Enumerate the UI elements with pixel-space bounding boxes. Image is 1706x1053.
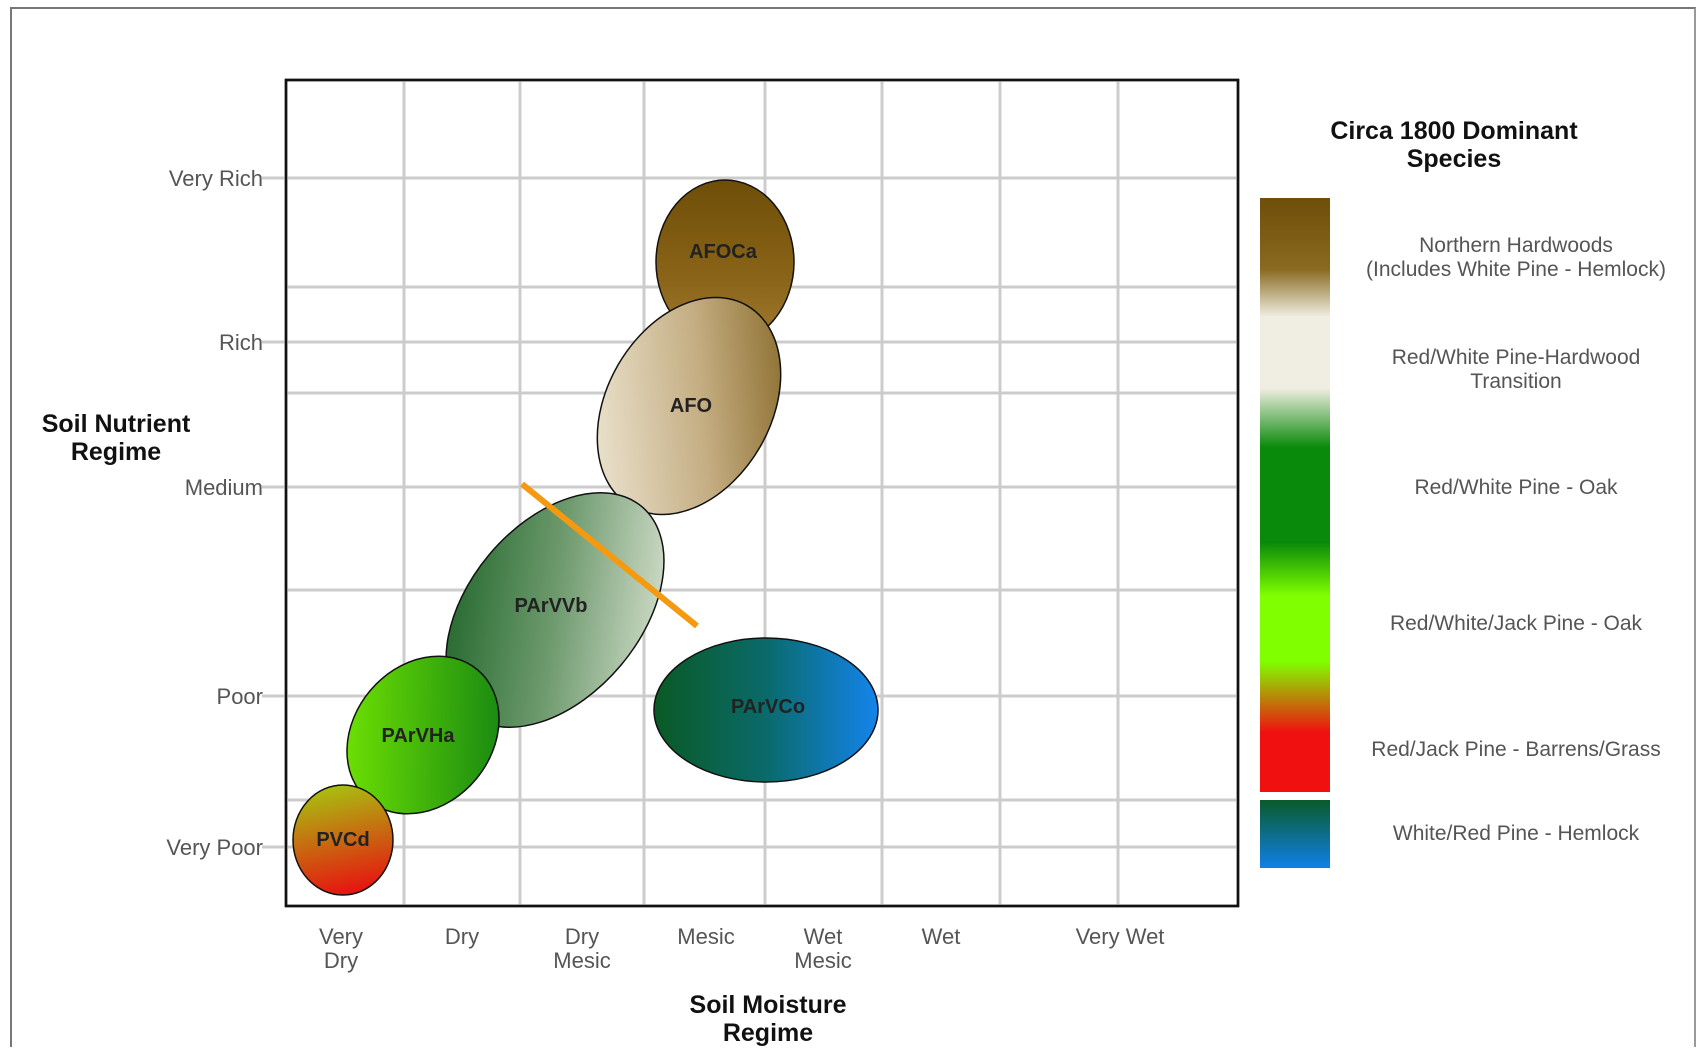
legend-transition-2: Transition — [1470, 370, 1561, 393]
zone-parvco: PArVCo — [653, 637, 879, 783]
x-level-dry: Dry — [445, 924, 479, 949]
zone-label-afo: AFO — [670, 395, 712, 417]
zone-label-parvvb: PArVVb — [515, 595, 588, 617]
zone-label-pvcd: PVCd — [316, 829, 369, 851]
legend-title-line-1: Circa 1800 Dominant — [1330, 117, 1578, 145]
legend-transition-1: Red/White Pine-Hardwood — [1392, 346, 1641, 369]
y-level-medium: Medium — [185, 475, 263, 500]
y-axis-title-line-1: Soil Nutrient — [42, 410, 191, 438]
legend-color-bar-hemlock — [1260, 800, 1330, 868]
zone-label-parvco: PArVCo — [731, 696, 805, 718]
y-level-very-poor: Very Poor — [166, 835, 263, 860]
zone-label-parvha: PArVHa — [382, 725, 456, 747]
legend-northern-hardwoods-1: Northern Hardwoods — [1419, 234, 1613, 257]
legend-jack-pine-oak: Red/White/Jack Pine - Oak — [1390, 612, 1643, 635]
y-level-poor: Poor — [217, 684, 263, 709]
legend-color-bar — [1260, 198, 1330, 792]
boundary-line — [520, 481, 699, 629]
x-level-wet: Wet — [922, 924, 961, 949]
x-level-very-dry-2: Dry — [324, 948, 358, 973]
figure-frame — [10, 7, 1696, 1047]
legend-white-red-pine-hemlock: White/Red Pine - Hemlock — [1393, 822, 1640, 845]
x-level-dry-mesic-1: Dry — [565, 924, 599, 949]
x-level-wet-mesic-1: Wet — [804, 924, 843, 949]
zone-parvha: PArVHa — [346, 655, 500, 815]
zone-pvcd: PVCd — [292, 784, 394, 896]
y-axis-title-line-2: Regime — [71, 438, 161, 466]
y-level-rich: Rich — [219, 330, 263, 355]
x-level-very-wet: Very Wet — [1076, 924, 1165, 949]
legend-northern-hardwoods-2: (Includes White Pine - Hemlock) — [1366, 258, 1666, 281]
legend-title-line-2: Species — [1407, 145, 1502, 173]
legend-barrens: Red/Jack Pine - Barrens/Grass — [1371, 738, 1660, 761]
x-axis-title-line-1: Soil Moisture — [690, 991, 847, 1019]
x-level-dry-mesic-2: Mesic — [553, 948, 610, 973]
x-level-very-dry-1: Very — [319, 924, 363, 949]
zone-label-afoca: AFOCa — [689, 241, 758, 263]
legend-pine-oak: Red/White Pine - Oak — [1414, 476, 1618, 499]
x-level-mesic: Mesic — [677, 924, 734, 949]
x-level-wet-mesic-2: Mesic — [794, 948, 851, 973]
x-axis-title-line-2: Regime — [723, 1019, 813, 1047]
y-level-very-rich: Very Rich — [169, 166, 263, 191]
